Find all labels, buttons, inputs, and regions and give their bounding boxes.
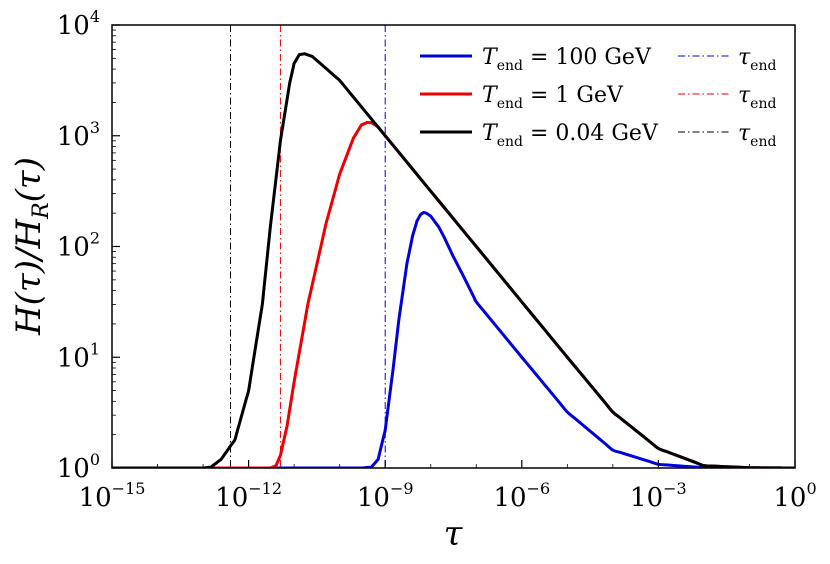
y-tick-exponent: 1 bbox=[90, 339, 100, 358]
legend-label-value: = 0.04 GeV bbox=[523, 121, 659, 146]
series-line-2 bbox=[112, 52, 795, 468]
legend-label-value: = 1 GeV bbox=[523, 83, 624, 108]
legend-vline-main: τ bbox=[738, 45, 751, 70]
y-tick-exponent: 4 bbox=[90, 7, 100, 26]
y-label-part: H(τ)/H bbox=[9, 218, 49, 336]
legend-label-subscript: end bbox=[497, 58, 523, 74]
x-tick-exponent: −15 bbox=[112, 479, 146, 498]
legend-label-main: T bbox=[482, 83, 499, 108]
y-label-rest: (τ) bbox=[9, 157, 49, 202]
legend-vline-subscript: end bbox=[750, 96, 776, 112]
legend-label-2: Tend = 0.04 GeV bbox=[482, 121, 659, 150]
x-tick-exponent: −9 bbox=[390, 479, 414, 498]
plot-content bbox=[112, 25, 795, 468]
legend-vline-label-1: τend bbox=[738, 83, 776, 112]
legend-vline-main: τ bbox=[738, 83, 751, 108]
legend-label-value: = 100 GeV bbox=[523, 45, 652, 70]
legend-label-0: Tend = 100 GeV bbox=[482, 45, 652, 74]
x-tick-exponent: −12 bbox=[248, 479, 282, 498]
legend-vline-label-2: τend bbox=[738, 121, 776, 150]
x-tick-label-0: 10−15 bbox=[79, 479, 146, 513]
x-tick-exponent: −6 bbox=[527, 479, 551, 498]
series-line-0 bbox=[112, 210, 795, 468]
y-tick-exponent: 2 bbox=[90, 229, 100, 248]
legend-label-subscript: end bbox=[497, 96, 523, 112]
legend-vline-label-0: τend bbox=[738, 45, 776, 74]
legend-vline-main: τ bbox=[738, 121, 751, 146]
legend-label-main: T bbox=[482, 121, 499, 146]
y-axis-label: H(τ)/HR(τ) bbox=[9, 157, 54, 336]
legend-label-1: Tend = 1 GeV bbox=[482, 83, 624, 112]
y-tick-exponent: 0 bbox=[90, 450, 100, 469]
y-tick-exponent: 3 bbox=[90, 118, 100, 137]
legend-vline-subscript: end bbox=[750, 58, 776, 74]
legend-vline-subscript: end bbox=[750, 134, 776, 150]
plot-series-group bbox=[112, 25, 795, 468]
x-tick-exponent: −3 bbox=[663, 479, 687, 498]
legend-label-main: T bbox=[482, 45, 499, 70]
y-label-subscript: R bbox=[29, 202, 54, 220]
x-tick-label-2: 10−9 bbox=[357, 479, 414, 513]
legend-label-subscript: end bbox=[497, 134, 523, 150]
x-axis-label: τ bbox=[444, 514, 464, 554]
x-tick-exponent: 0 bbox=[806, 479, 816, 498]
